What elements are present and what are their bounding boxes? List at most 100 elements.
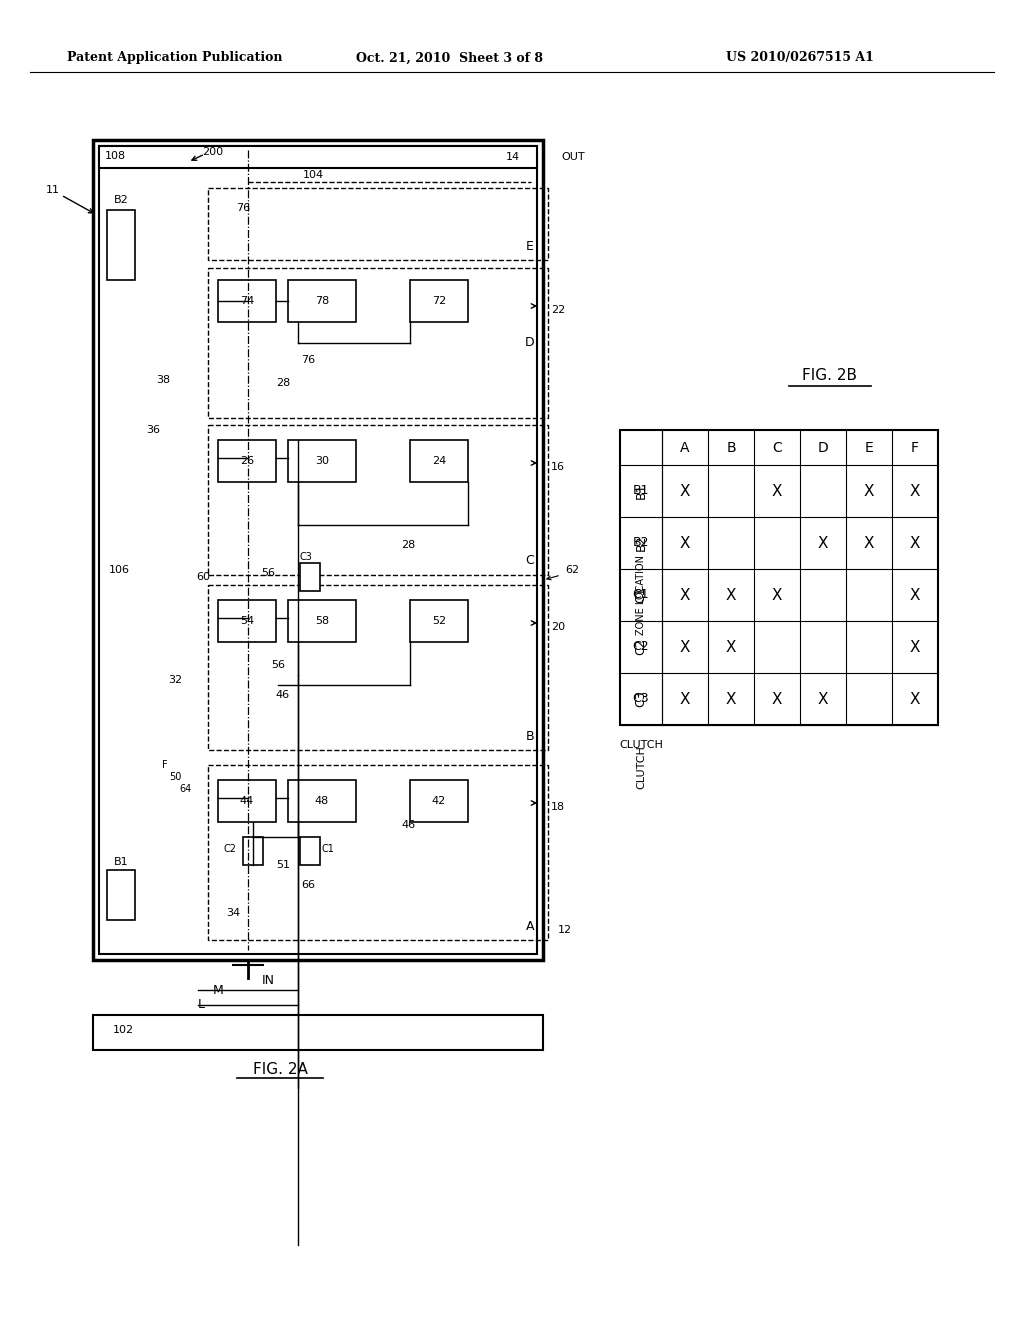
Text: US 2010/0267515 A1: US 2010/0267515 A1 xyxy=(726,51,873,65)
Text: Patent Application Publication: Patent Application Publication xyxy=(68,51,283,65)
Text: Oct. 21, 2010  Sheet 3 of 8: Oct. 21, 2010 Sheet 3 of 8 xyxy=(356,51,544,65)
Bar xyxy=(410,440,468,482)
Text: 44: 44 xyxy=(240,796,254,807)
Text: 18: 18 xyxy=(551,803,565,812)
Bar xyxy=(288,780,356,822)
Text: 56: 56 xyxy=(261,568,275,578)
Text: C1: C1 xyxy=(635,586,647,603)
Text: B2: B2 xyxy=(635,535,647,552)
Bar xyxy=(99,147,537,954)
Text: 30: 30 xyxy=(315,455,329,466)
Text: C2: C2 xyxy=(635,639,647,655)
Text: IN: IN xyxy=(261,974,274,986)
Text: X: X xyxy=(909,692,921,706)
Bar xyxy=(243,837,263,865)
Text: A: A xyxy=(680,441,690,454)
Text: F: F xyxy=(162,760,168,770)
Text: 50: 50 xyxy=(169,772,181,781)
Text: C2: C2 xyxy=(223,843,236,854)
Bar xyxy=(106,870,135,920)
Text: 12: 12 xyxy=(558,925,572,935)
Bar xyxy=(93,1015,543,1049)
Text: FIG. 2B: FIG. 2B xyxy=(802,367,856,383)
Bar xyxy=(410,780,468,822)
Text: X: X xyxy=(864,536,874,550)
Text: B2: B2 xyxy=(633,536,649,549)
Text: 58: 58 xyxy=(315,616,329,626)
Bar xyxy=(410,280,468,322)
Text: X: X xyxy=(909,639,921,655)
Bar xyxy=(93,140,543,960)
Text: X: X xyxy=(680,692,690,706)
Text: 28: 28 xyxy=(275,378,290,388)
Text: C3: C3 xyxy=(300,552,313,562)
Text: 34: 34 xyxy=(226,908,240,917)
Text: X: X xyxy=(818,692,828,706)
Bar xyxy=(208,425,548,576)
Text: X: X xyxy=(818,536,828,550)
Text: C: C xyxy=(772,441,782,454)
Text: 102: 102 xyxy=(113,1026,134,1035)
Text: 38: 38 xyxy=(156,375,170,385)
Text: 72: 72 xyxy=(432,296,446,306)
Text: 42: 42 xyxy=(432,796,446,807)
Text: 54: 54 xyxy=(240,616,254,626)
Bar xyxy=(300,837,319,865)
Bar xyxy=(288,440,356,482)
Text: A: A xyxy=(525,920,535,932)
Text: X: X xyxy=(726,692,736,706)
Text: 51: 51 xyxy=(276,861,290,870)
Text: 76: 76 xyxy=(301,355,315,366)
Text: D: D xyxy=(525,337,535,350)
Text: X: X xyxy=(680,587,690,602)
Text: X: X xyxy=(909,587,921,602)
Text: CLUTCH: CLUTCH xyxy=(636,744,646,789)
Bar xyxy=(288,601,356,642)
Text: C1: C1 xyxy=(322,843,335,854)
Bar xyxy=(208,187,548,260)
Text: 56: 56 xyxy=(271,660,285,671)
Text: 60: 60 xyxy=(196,572,210,582)
Text: X: X xyxy=(680,483,690,499)
Text: B: B xyxy=(525,730,535,742)
Bar xyxy=(300,564,319,591)
Text: 20: 20 xyxy=(551,622,565,632)
Text: X: X xyxy=(726,587,736,602)
Text: C3: C3 xyxy=(635,690,647,708)
Text: FIG. 2A: FIG. 2A xyxy=(253,1063,307,1077)
Bar xyxy=(218,280,276,322)
Text: 26: 26 xyxy=(240,455,254,466)
Text: 74: 74 xyxy=(240,296,254,306)
Text: 46: 46 xyxy=(275,690,290,700)
Bar xyxy=(218,780,276,822)
Text: 76: 76 xyxy=(236,203,250,213)
Text: X: X xyxy=(772,483,782,499)
Text: M: M xyxy=(213,983,223,997)
Text: 78: 78 xyxy=(314,296,329,306)
Text: C3: C3 xyxy=(633,693,649,705)
Text: 64: 64 xyxy=(179,784,191,795)
Text: 14: 14 xyxy=(506,152,520,162)
Text: C: C xyxy=(525,554,535,568)
Text: B1: B1 xyxy=(635,483,647,499)
Bar xyxy=(218,601,276,642)
Bar xyxy=(218,440,276,482)
Text: 106: 106 xyxy=(109,565,129,576)
Text: C2: C2 xyxy=(633,640,649,653)
Bar xyxy=(620,430,938,725)
Text: X: X xyxy=(909,536,921,550)
Text: X: X xyxy=(772,587,782,602)
Text: 46: 46 xyxy=(401,820,415,830)
Text: 11: 11 xyxy=(46,185,60,195)
Text: D: D xyxy=(817,441,828,454)
Text: 28: 28 xyxy=(400,540,415,550)
Bar xyxy=(99,147,537,168)
Bar xyxy=(208,585,548,750)
Text: E: E xyxy=(526,239,534,252)
Text: B1: B1 xyxy=(633,484,649,498)
Text: 24: 24 xyxy=(432,455,446,466)
Bar xyxy=(410,601,468,642)
Text: X: X xyxy=(864,483,874,499)
Text: X: X xyxy=(909,483,921,499)
Bar xyxy=(106,210,135,280)
